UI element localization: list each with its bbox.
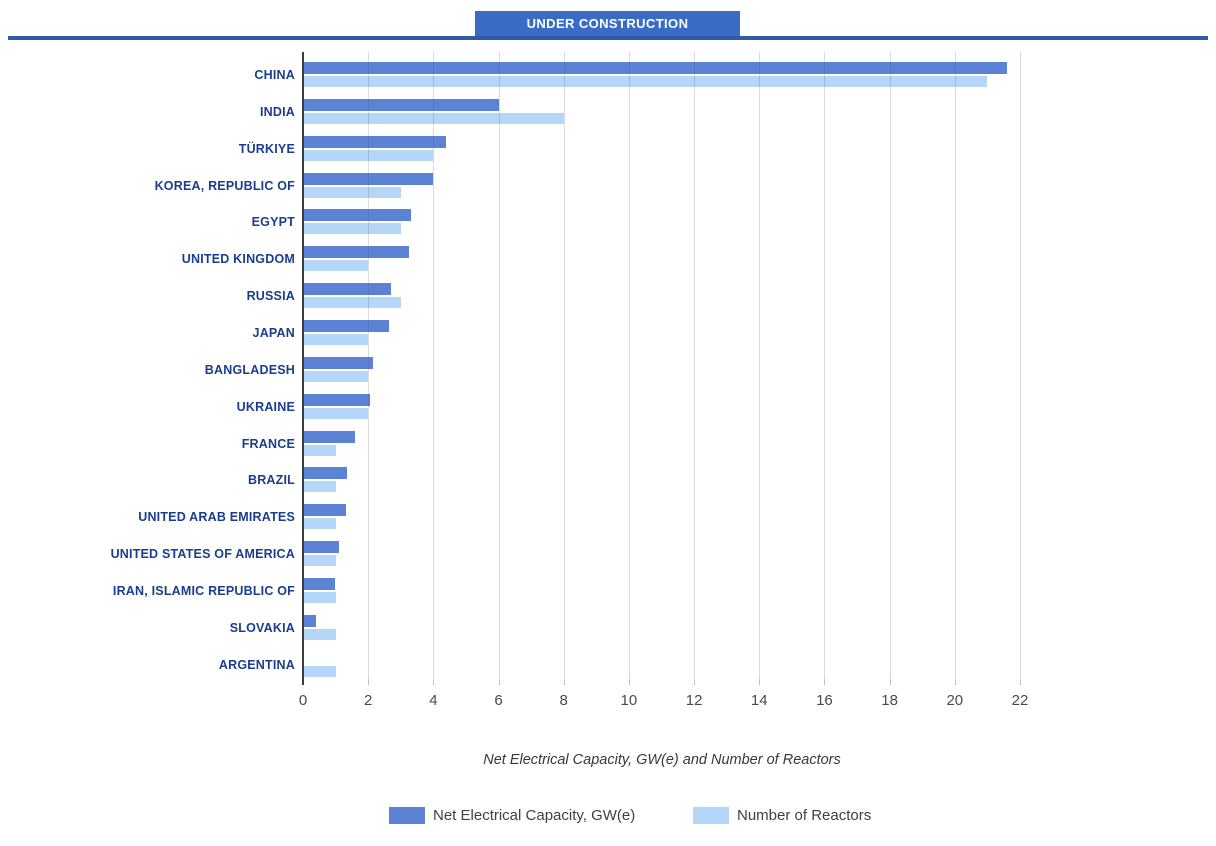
country-label: UNITED KINGDOM (181, 252, 295, 267)
y-axis-line (302, 52, 304, 685)
reactors-bar (303, 591, 336, 603)
reactors-bar (303, 76, 988, 87)
capacity-bar (303, 430, 356, 443)
country-label: KOREA, REPUBLIC OF (154, 178, 295, 193)
reactors-bar (303, 665, 336, 677)
capacity-bar (303, 504, 346, 517)
gridline (433, 52, 435, 679)
x-tick-label: 12 (685, 692, 703, 709)
x-tick-label: 4 (429, 692, 438, 709)
legend: Net Electrical Capacity, GW(e) Number of… (0, 805, 1216, 827)
legend-label-reactors: Number of Reactors (737, 806, 872, 824)
capacity-bar (303, 135, 447, 148)
gridline (759, 52, 761, 679)
reactors-bar (303, 370, 369, 382)
x-tick-label: 18 (881, 692, 898, 709)
axis-tick (759, 679, 761, 685)
legend-item-capacity: Net Electrical Capacity, GW(e) (389, 805, 635, 825)
country-label: UNITED ARAB EMIRATES (138, 510, 295, 525)
country-label: IRAN, ISLAMIC REPUBLIC OF (112, 583, 295, 598)
axis-tick (498, 679, 500, 685)
gridline (824, 52, 826, 679)
reactors-bar (303, 555, 336, 567)
axis-tick (694, 679, 696, 685)
x-tick-label: 22 (1011, 692, 1029, 709)
country-label: FRANCE (241, 436, 295, 451)
x-tick-label: 6 (494, 692, 503, 709)
capacity-swatch-icon (389, 806, 425, 824)
reactors-bar (303, 149, 434, 161)
capacity-bar (303, 172, 434, 185)
capacity-bar (303, 393, 370, 406)
chart-title: UNDER CONSTRUCTION (526, 16, 689, 31)
gridline (563, 52, 565, 679)
plot-area: CHINA INDIA TÜRKIYE KOREA, REPUBLIC OF EGYPT… (110, 52, 1029, 709)
axis-tick (433, 679, 435, 685)
reactors-bar (303, 223, 401, 235)
x-tick-label: 14 (750, 692, 768, 709)
x-tick-label: 0 (298, 692, 308, 709)
x-tick-label: 20 (946, 692, 964, 709)
reactors-bar (303, 481, 336, 493)
country-label: INDIA (259, 104, 295, 119)
legend-label-capacity: Net Electrical Capacity, GW(e) (433, 806, 636, 824)
gridline (368, 52, 370, 679)
capacity-bar (303, 283, 391, 296)
axis-tick (563, 679, 565, 685)
reactors-bar (303, 112, 564, 124)
reactors-swatch-icon (693, 806, 729, 824)
capacity-bar (303, 541, 339, 554)
country-label: ARGENTINA (218, 657, 295, 672)
country-label: BRAZIL (247, 473, 295, 488)
country-label: TÜRKIYE (238, 141, 295, 156)
reactors-bar (303, 407, 369, 419)
gridline (889, 52, 891, 679)
gridline (1019, 52, 1021, 679)
country-label: RUSSIA (246, 289, 295, 304)
capacity-bar (303, 577, 335, 590)
reactors-bar (303, 333, 369, 345)
gridline (954, 52, 956, 679)
capacity-bar (303, 319, 390, 332)
reactors-bar (303, 628, 336, 640)
capacity-bar (303, 209, 411, 222)
reactors-bar (303, 186, 401, 198)
axis-tick (1019, 679, 1021, 685)
reactors-bar (303, 444, 336, 456)
x-tick-label: 16 (816, 692, 833, 709)
capacity-bar (303, 98, 499, 111)
capacity-bar (303, 467, 347, 480)
country-label: BANGLADESH (204, 362, 295, 377)
gridline (694, 52, 696, 679)
x-axis-caption: Net Electrical Capacity, GW(e) and Numbe… (483, 752, 841, 768)
capacity-bar (303, 356, 374, 369)
x-tick-label: 8 (559, 692, 568, 709)
country-label: JAPAN (252, 325, 295, 340)
country-label: UKRAINE (236, 399, 295, 414)
axis-tick (368, 679, 370, 685)
title-divider-rule (8, 36, 1208, 40)
gridline (498, 52, 500, 679)
country-label: SLOVAKIA (229, 620, 295, 635)
axis-tick (628, 679, 630, 685)
country-label: CHINA (254, 68, 295, 82)
capacity-bar (303, 614, 317, 627)
axis-tick (889, 679, 891, 685)
reactors-bar (303, 260, 369, 272)
legend-item-reactors: Number of Reactors (693, 805, 871, 825)
capacity-bar (303, 246, 410, 259)
reactors-bar (303, 518, 336, 530)
country-label: EGYPT (251, 215, 295, 230)
reactors-bar (303, 297, 401, 309)
axis-tick (954, 679, 956, 685)
x-tick-label: 2 (364, 692, 373, 709)
chart-title-banner: UNDER CONSTRUCTION (475, 11, 740, 36)
axis-tick (824, 679, 826, 685)
x-tick-label: 10 (620, 692, 638, 709)
gridline (628, 52, 630, 679)
country-label: UNITED STATES OF AMERICA (110, 547, 295, 562)
capacity-bar (303, 62, 1007, 74)
